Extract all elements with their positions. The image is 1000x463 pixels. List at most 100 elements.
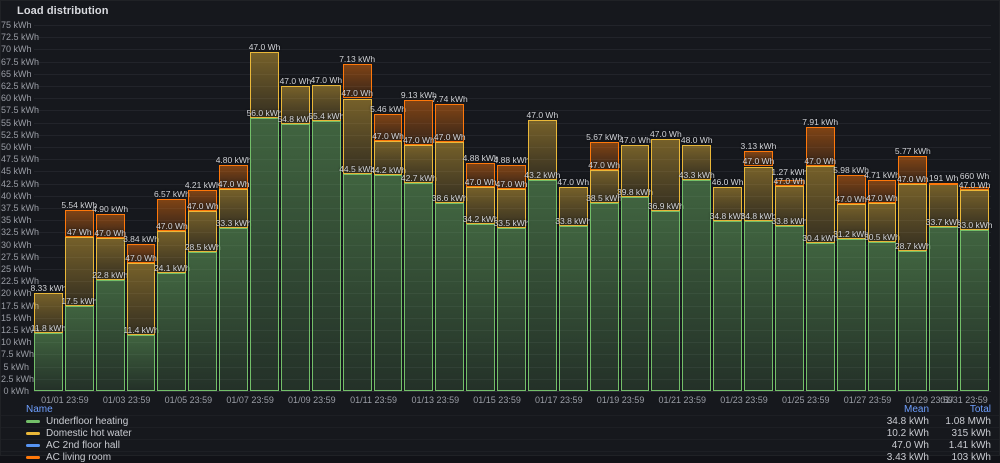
bar-segment-ac-living-room[interactable] [435, 104, 464, 142]
bar-segment-underfloor-heating[interactable] [651, 211, 680, 391]
bar-segment-underfloor-heating[interactable] [466, 224, 495, 391]
bar-segment-ac-living-room[interactable] [343, 64, 372, 99]
bar-segment-underfloor-heating[interactable] [682, 180, 711, 391]
bar-segment-underfloor-heating[interactable] [744, 221, 773, 391]
bar-segment-underfloor-heating[interactable] [929, 227, 958, 391]
bar-segment-ac-living-room[interactable] [590, 142, 619, 170]
y-axis-tick-label: 72.5 kWh [1, 32, 29, 42]
bar-segment-domestic-hot-water[interactable] [528, 120, 557, 180]
legend-header-total[interactable]: Total [929, 404, 991, 415]
bar-segment-underfloor-heating[interactable] [898, 251, 927, 391]
bar-segment-domestic-hot-water[interactable] [497, 189, 526, 228]
bar-segment-ac-living-room[interactable] [127, 244, 156, 263]
bar-segment-domestic-hot-water[interactable] [250, 52, 279, 118]
legend-series-name[interactable]: AC living room [46, 452, 857, 463]
bar-segment-domestic-hot-water[interactable] [188, 211, 217, 252]
bar-segment-domestic-hot-water[interactable] [96, 238, 125, 280]
bar-segment-underfloor-heating[interactable] [157, 273, 186, 391]
bar-segment-domestic-hot-water[interactable] [281, 86, 310, 124]
bar-segment-domestic-hot-water[interactable] [898, 184, 927, 251]
legend-series-name[interactable]: AC 2nd floor hall [46, 440, 857, 451]
bar-segment-underfloor-heating[interactable] [590, 203, 619, 391]
bar-segment-underfloor-heating[interactable] [868, 242, 897, 391]
bar-segment-underfloor-heating[interactable] [559, 226, 588, 391]
bar-segment-domestic-hot-water[interactable] [651, 139, 680, 211]
bar-segment-underfloor-heating[interactable] [528, 180, 557, 391]
bar-segment-domestic-hot-water[interactable] [621, 145, 650, 197]
bar-segment-ac-living-room[interactable] [65, 210, 94, 237]
bar-segment-underfloor-heating[interactable] [497, 228, 526, 391]
legend-series-total-value: 103 kWh [929, 452, 991, 463]
bar-segment-domestic-hot-water[interactable] [312, 85, 341, 121]
bar-segment-underfloor-heating[interactable] [960, 230, 989, 391]
bar-segment-ac-living-room[interactable] [744, 151, 773, 166]
bar-segment-underfloor-heating[interactable] [404, 183, 433, 391]
bar-segment-underfloor-heating[interactable] [775, 226, 804, 391]
bar-segment-underfloor-heating[interactable] [312, 121, 341, 391]
bar-segment-domestic-hot-water[interactable] [806, 166, 835, 243]
y-axis-tick-label: 67.5 kWh [1, 57, 29, 67]
bar-segment-domestic-hot-water[interactable] [404, 145, 433, 183]
bar-segment-ac-living-room[interactable] [219, 165, 248, 188]
bar-segment-ac-living-room[interactable] [466, 163, 495, 187]
bar-segment-domestic-hot-water[interactable] [157, 231, 186, 273]
bar-segment-ac-living-room[interactable] [837, 175, 866, 204]
bar-segment-underfloor-heating[interactable] [713, 221, 742, 391]
bar-segment-domestic-hot-water[interactable] [868, 203, 897, 242]
bar-segment-underfloor-heating[interactable] [188, 252, 217, 391]
bar-segment-underfloor-heating[interactable] [374, 175, 403, 391]
bar-segment-domestic-hot-water[interactable] [837, 204, 866, 239]
bar-segment-ac-living-room[interactable] [497, 165, 526, 189]
bar-segment-domestic-hot-water[interactable] [127, 263, 156, 335]
legend-series-name[interactable]: Domestic hot water [46, 428, 857, 439]
bar-segment-ac-living-room[interactable] [868, 180, 897, 203]
bar-segment-domestic-hot-water[interactable] [960, 190, 989, 230]
bar-segment-domestic-hot-water[interactable] [775, 186, 804, 226]
bar-segment-domestic-hot-water[interactable] [713, 187, 742, 221]
legend-header-name[interactable]: Name [26, 404, 857, 415]
y-axis-tick-label: 75 kWh [1, 20, 29, 30]
bar-segment-underfloor-heating[interactable] [435, 203, 464, 391]
bar-segment-ac-living-room[interactable] [898, 156, 927, 184]
legend-header-mean[interactable]: Mean [857, 404, 929, 415]
bar-segment-underfloor-heating[interactable] [65, 306, 94, 391]
legend-series-name[interactable]: Underfloor heating [46, 416, 857, 427]
bar-segment-underfloor-heating[interactable] [806, 243, 835, 391]
bar-segment-ac-living-room[interactable] [374, 114, 403, 141]
bar-segment-underfloor-heating[interactable] [219, 228, 248, 391]
bar-segment-ac-living-room[interactable] [960, 187, 989, 190]
bar-segment-ac-living-room[interactable] [806, 127, 835, 166]
bar-segment-underfloor-heating[interactable] [96, 280, 125, 391]
bar-segment-domestic-hot-water[interactable] [466, 187, 495, 224]
bar-segment-domestic-hot-water[interactable] [343, 99, 372, 174]
y-axis-tick-label: 42.5 kWh [1, 179, 29, 189]
bar-segment-domestic-hot-water[interactable] [682, 145, 711, 180]
bar-segment-ac-living-room[interactable] [188, 190, 217, 211]
bar-segment-ac-living-room[interactable] [775, 180, 804, 186]
bar-segment-ac-living-room[interactable] [96, 214, 125, 238]
bar-segment-domestic-hot-water[interactable] [929, 184, 958, 226]
bar-segment-underfloor-heating[interactable] [621, 197, 650, 391]
legend-header-row: Name Mean Total [1, 404, 999, 415]
bar-segment-domestic-hot-water[interactable] [559, 187, 588, 226]
bar-value-label: 660 Wh [960, 171, 989, 181]
bar-segment-underfloor-heating[interactable] [34, 333, 63, 391]
bar-segment-ac-living-room[interactable] [157, 199, 186, 231]
bar-segment-ac-living-room[interactable] [929, 183, 958, 185]
bar-segment-domestic-hot-water[interactable] [435, 142, 464, 203]
bar-segment-underfloor-heating[interactable] [343, 174, 372, 391]
bar-segment-domestic-hot-water[interactable] [374, 141, 403, 175]
bar-segment-underfloor-heating[interactable] [281, 124, 310, 391]
bar-segment-underfloor-heating[interactable] [837, 239, 866, 391]
bar-segment-domestic-hot-water[interactable] [34, 293, 63, 334]
bar-segment-underfloor-heating[interactable] [127, 335, 156, 391]
bar-segment-domestic-hot-water[interactable] [219, 189, 248, 229]
y-axis-tick-label: 27.5 kWh [1, 252, 29, 262]
bar-segment-domestic-hot-water[interactable] [590, 170, 619, 203]
bar-segment-underfloor-heating[interactable] [250, 118, 279, 391]
bar-segment-ac-living-room[interactable] [404, 100, 433, 145]
bar-segment-domestic-hot-water[interactable] [65, 237, 94, 306]
bar-segment-domestic-hot-water[interactable] [744, 167, 773, 222]
y-axis-tick-label: 47.5 kWh [1, 154, 29, 164]
